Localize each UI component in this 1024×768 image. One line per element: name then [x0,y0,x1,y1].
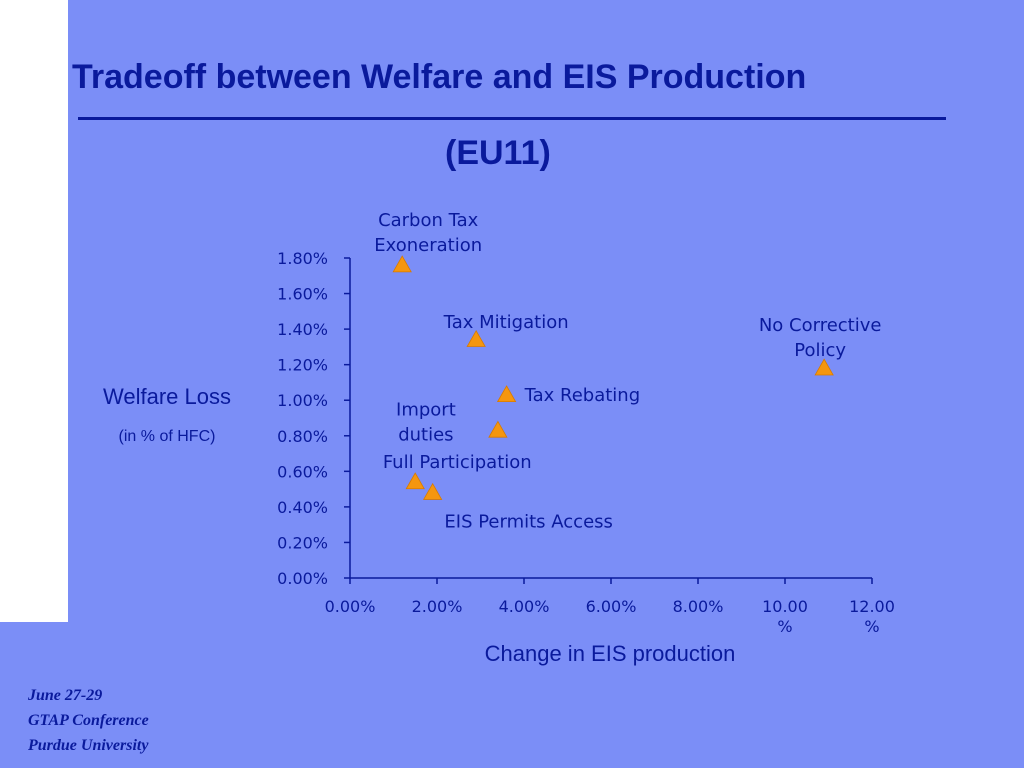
data-point-label: Tax Rebating [524,385,641,406]
y-tick-label: 0.80% [277,427,328,446]
x-tick-label: 12.00% [849,597,895,636]
footer-university: Purdue University [28,737,149,754]
y-tick-label: 1.80% [277,249,328,268]
x-tick-label: 10.00% [762,597,808,636]
x-tick-label: 2.00% [412,597,463,616]
data-point-marker [422,482,443,500]
data-point-label: No Corrective Policy [759,315,882,361]
y-tick-label: 1.00% [277,391,328,410]
y-tick-label: 0.20% [277,533,328,552]
x-axis-label: Change in EIS production [484,641,736,666]
data-point-marker [466,329,486,347]
y-tick-label: 1.20% [277,356,328,375]
data-point-label: Full Participation [383,452,532,473]
data-point-label: Carbon Tax Exoneration [374,210,482,256]
title-underline [78,117,946,120]
data-point-marker [814,358,834,376]
y-tick-label: 0.60% [277,462,328,481]
slide-subtitle: (EU11) [445,134,551,172]
x-tick-label: 0.00% [325,597,376,616]
x-tick-label: 6.00% [586,597,637,616]
data-point-marker [488,420,508,438]
y-tick-label: 1.40% [277,320,328,339]
y-axis-sublabel: (in % of HFC) [118,428,216,445]
data-point-label: Tax Mitigation [443,312,569,333]
y-tick-label: 1.60% [277,285,328,304]
footer-conference: GTAP Conference [28,712,149,729]
data-point-marker [496,385,517,403]
data-point-label: Import duties [396,399,456,445]
data-point-label: EIS Permits Access [444,512,613,533]
footer: June 27-29 GTAP Conference Purdue Univer… [28,683,149,758]
data-point-marker [392,255,412,273]
left-white-panel [0,0,68,622]
x-tick-label: 8.00% [673,597,724,616]
y-tick-label: 0.40% [277,498,328,517]
slide-title: Tradeoff between Welfare and EIS Product… [72,58,807,96]
y-axis-label: Welfare Loss [103,384,231,409]
y-tick-label: 0.00% [277,569,328,588]
x-tick-label: 4.00% [499,597,550,616]
footer-date: June 27-29 [28,687,103,704]
data-point-marker [405,472,425,490]
